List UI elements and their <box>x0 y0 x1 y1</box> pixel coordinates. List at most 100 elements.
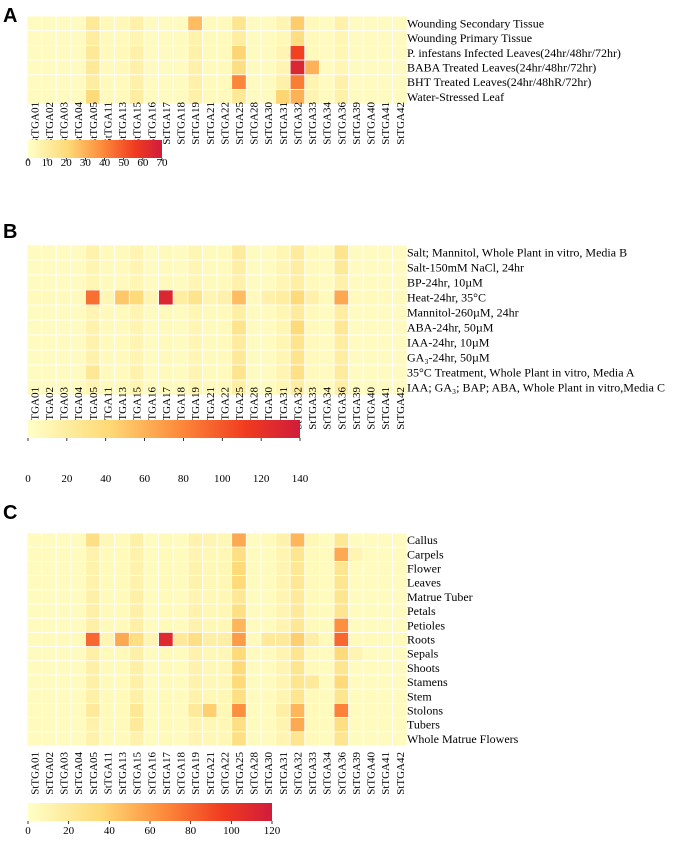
heatmap-cell <box>26 589 43 605</box>
heatmap-cell <box>99 349 116 366</box>
column-label: StTGA01 <box>29 102 41 145</box>
heatmap-cell <box>128 89 145 105</box>
heatmap-cell <box>231 319 247 336</box>
heatmap-cell <box>114 589 130 605</box>
heatmap-cell <box>128 334 145 351</box>
heatmap-cell <box>202 89 218 105</box>
heatmap-cell <box>289 617 306 633</box>
heatmap-cell <box>70 646 86 662</box>
heatmap-cell <box>143 274 159 291</box>
heatmap-cell <box>260 364 276 381</box>
heatmap-cell <box>187 30 203 46</box>
heatmap-cell <box>318 304 335 321</box>
heatmap-cell <box>231 89 247 105</box>
heatmap-cell <box>348 688 364 704</box>
heatmap-cell <box>143 244 159 261</box>
heatmap-cell <box>55 688 72 704</box>
heatmap-cell <box>128 674 145 690</box>
heatmap-cell <box>362 30 379 46</box>
heatmap-cell <box>318 74 335 90</box>
heatmap-cell <box>158 244 174 261</box>
heatmap-cell <box>348 546 364 562</box>
heatmap-cell <box>143 319 159 336</box>
heatmap-cell <box>128 364 145 381</box>
heatmap-cell <box>41 364 57 381</box>
heatmap-cell <box>187 717 203 733</box>
heatmap-cell <box>260 45 276 61</box>
heatmap-cell <box>275 575 291 591</box>
heatmap-cell <box>85 244 101 261</box>
heatmap-cell <box>55 575 72 591</box>
heatmap-cell <box>41 646 57 662</box>
heatmap-cell <box>70 289 86 306</box>
heatmap-cell <box>245 304 262 321</box>
heatmap-cell <box>348 575 364 591</box>
heatmap-cell <box>377 259 393 276</box>
heatmap-cell <box>318 688 335 704</box>
heatmap-cell <box>85 364 101 381</box>
heatmap-cell <box>304 274 320 291</box>
heatmap-cell <box>172 575 189 591</box>
heatmap-cell <box>85 575 101 591</box>
heatmap-cell <box>318 89 335 105</box>
heatmap-cell <box>158 660 174 676</box>
heatmap-cell <box>275 319 291 336</box>
heatmap-cell <box>348 717 364 733</box>
heatmap-cell <box>318 575 335 591</box>
heatmap-cell <box>377 59 393 76</box>
heatmap-cell <box>187 15 203 32</box>
heatmap-cell <box>172 319 189 336</box>
column-label: StTGA18 <box>176 102 188 145</box>
heatmap-cell <box>99 561 116 577</box>
heatmap-cell <box>85 45 101 61</box>
column-label: StTGA11 <box>102 387 114 429</box>
heatmap-cell <box>114 15 130 32</box>
heatmap-cell <box>289 244 306 261</box>
column-label: StTGA36 <box>336 752 348 795</box>
heatmap-cell <box>392 244 408 261</box>
heatmap-cell <box>55 89 72 105</box>
heatmap-cell <box>231 717 247 733</box>
heatmap-cell <box>304 561 320 577</box>
heatmap-cell <box>362 259 379 276</box>
heatmap-cell <box>362 717 379 733</box>
column-label: StTGA19 <box>190 102 202 145</box>
heatmap-cell <box>172 617 189 633</box>
heatmap-cell <box>172 274 189 291</box>
heatmap-cell <box>289 703 306 719</box>
column-label: StTGA30 <box>263 387 275 430</box>
column-label: StTGA16 <box>146 102 158 145</box>
column-label: StTGA41 <box>380 387 392 430</box>
heatmap-cell <box>26 646 43 662</box>
heatmap-cell <box>172 532 189 548</box>
column-label: StTGA31 <box>278 102 290 145</box>
heatmap-cell <box>289 688 306 704</box>
heatmap-cell <box>289 603 306 619</box>
heatmap-cell <box>260 575 276 591</box>
heatmap-cell <box>260 731 276 747</box>
column-label: StTGA40 <box>366 102 378 145</box>
heatmap-cell <box>41 532 57 548</box>
heatmap-cell <box>216 89 233 105</box>
heatmap-cell <box>85 561 101 577</box>
heatmap-cell <box>289 561 306 577</box>
heatmap-cell <box>158 674 174 690</box>
heatmap-cell <box>260 334 276 351</box>
row-label: Wounding Primary Tissue <box>407 31 532 45</box>
heatmap-cell <box>202 259 218 276</box>
heatmap-cell <box>114 364 130 381</box>
heatmap-cell <box>143 334 159 351</box>
heatmap-cell <box>99 632 116 648</box>
heatmap-cell <box>143 561 159 577</box>
colorbar-tick-label: 60 <box>137 157 149 169</box>
heatmap-cell <box>362 274 379 291</box>
row-label: Mannitol-260µM, 24hr <box>407 306 519 320</box>
heatmap-cell <box>362 289 379 306</box>
heatmap-cell <box>275 289 291 306</box>
row-label: Whole Matrue Flowers <box>407 732 519 746</box>
heatmap-cell <box>304 319 320 336</box>
heatmap-cell <box>99 59 116 76</box>
heatmap-cell <box>128 660 145 676</box>
heatmap-cell <box>377 244 393 261</box>
